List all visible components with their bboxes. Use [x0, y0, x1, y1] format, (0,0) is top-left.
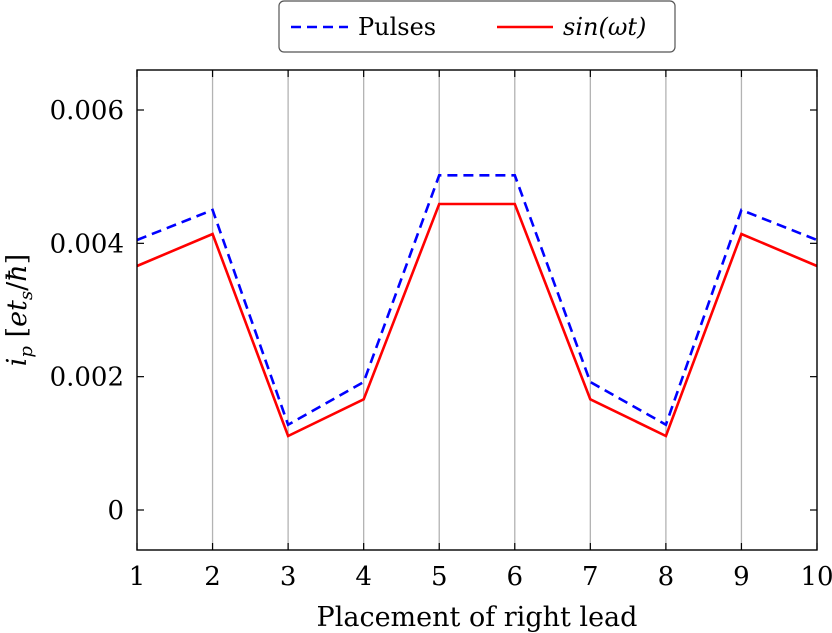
series-layer [136, 174, 818, 438]
legend-label-sin: sin(ωt) [563, 13, 646, 41]
legend-box [278, 0, 676, 53]
y-tick-label: 0.004 [50, 229, 124, 259]
x-tick-label: 5 [431, 562, 448, 592]
x-tick-label: 2 [204, 562, 221, 592]
y-tick-labels: 0 0.002 0.004 0.006 [50, 96, 124, 526]
grid-lines [211, 70, 743, 550]
plot-frame [136, 69, 818, 551]
x-tick-labels: 1 2 3 4 5 6 7 8 9 10 [129, 562, 832, 592]
y-tick-label: 0.002 [50, 363, 124, 393]
axis-ticks [136, 70, 818, 550]
x-tick-label: 7 [582, 562, 599, 592]
x-tick-label: 10 [800, 562, 832, 592]
x-tick-label: 4 [355, 562, 372, 592]
x-tick-label: 6 [507, 562, 524, 592]
x-tick-label: 3 [280, 562, 297, 592]
y-axis-title: ip [ets/ħ] [2, 254, 37, 366]
x-axis-title: Placement of right lead [317, 602, 638, 633]
series-line-0 [136, 174, 818, 427]
x-tick-label: 9 [733, 562, 750, 592]
y-tick-label: 0 [107, 496, 124, 526]
series-line-1 [136, 202, 818, 438]
x-tick-label: 1 [129, 562, 146, 592]
legend-label-pulses: Pulses [358, 13, 436, 41]
x-tick-label: 8 [658, 562, 675, 592]
y-tick-label: 0.006 [50, 96, 124, 126]
legend: Pulses sin(ωt) [278, 0, 676, 53]
